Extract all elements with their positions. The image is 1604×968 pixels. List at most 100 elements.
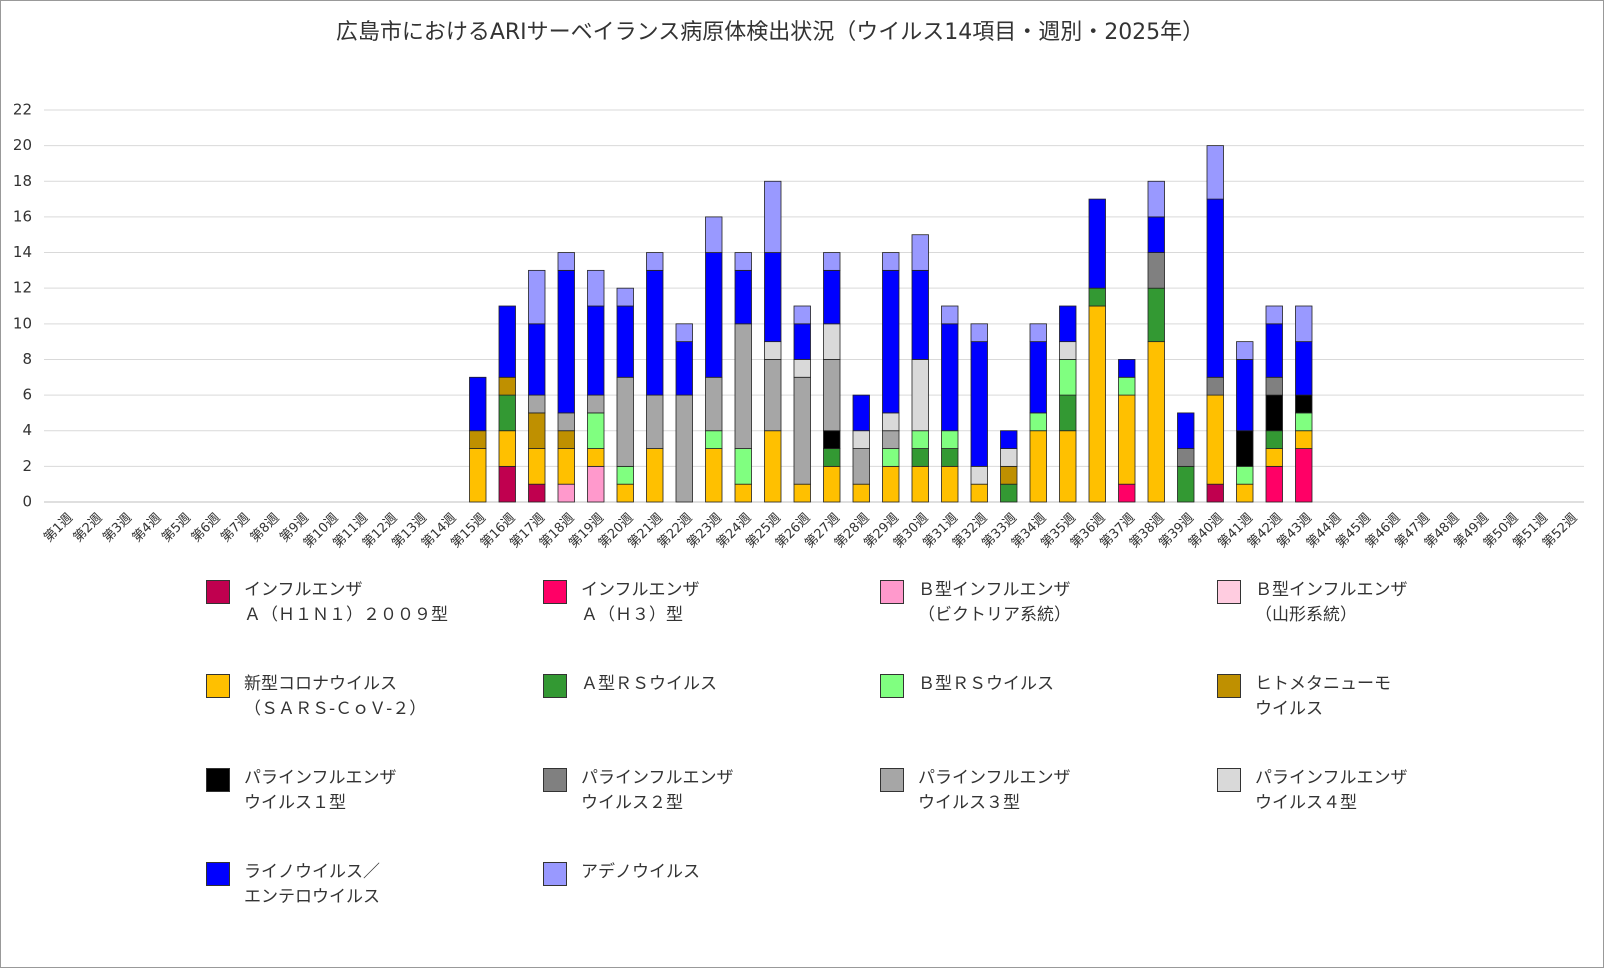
bar-segment	[557, 269, 575, 414]
bar-segment	[498, 376, 516, 396]
legend-swatch	[206, 768, 230, 792]
legend-swatch	[543, 862, 567, 886]
bar-segment	[823, 269, 841, 325]
bar-segment	[616, 376, 634, 467]
bar-segment	[469, 376, 487, 432]
bar-segment	[1029, 430, 1047, 503]
bar-segment	[793, 305, 811, 325]
bar-segment	[1147, 341, 1165, 503]
bar-segment	[587, 394, 605, 414]
bar-segment	[882, 252, 900, 271]
bar-segment	[1295, 430, 1313, 449]
bar-segment	[1206, 376, 1224, 396]
bar-segment	[1118, 359, 1136, 378]
grid: 0 2 4 6 8 10 12 14 16 18 20 22	[13, 101, 1584, 511]
y-tick-label: 22	[13, 101, 32, 119]
bar-segment	[587, 305, 605, 396]
legend-swatch	[543, 580, 567, 604]
bar-segment	[1295, 448, 1313, 503]
bar-segment	[1236, 430, 1254, 467]
bar-segment	[646, 269, 664, 396]
bar-segment	[941, 465, 959, 503]
bar-segment	[498, 305, 516, 378]
bar-segment	[1236, 341, 1254, 360]
legend-label: パラインフルエンザ ウイルス１型	[244, 768, 397, 813]
bar-segment	[528, 448, 546, 485]
bar-segment	[705, 430, 723, 449]
bar-segment	[823, 430, 841, 449]
bar-segment	[882, 269, 900, 414]
bar-segment	[1295, 394, 1313, 414]
bar-segment	[1118, 483, 1136, 503]
bar-segment	[1000, 448, 1018, 467]
legend-label: インフルエンザ Ａ（Ｈ３）型	[581, 580, 700, 625]
bar-segment	[528, 394, 546, 414]
legend-label: ライノウイルス／ エンテロウイルス	[244, 862, 380, 907]
bar-segment	[705, 448, 723, 503]
bar-segment	[1177, 448, 1195, 467]
bar-segment	[587, 448, 605, 467]
bar-segment	[1000, 465, 1018, 485]
bar-segment	[1088, 287, 1106, 307]
bar-segment	[734, 252, 752, 271]
bar-segment	[911, 359, 929, 432]
bar-segment	[941, 430, 959, 449]
bar-segment	[557, 448, 575, 485]
bar-segment	[1029, 323, 1047, 343]
bar-segment	[852, 430, 870, 449]
y-tick-label: 0	[22, 493, 32, 511]
y-tick-label: 14	[13, 243, 32, 261]
bar-segment	[705, 376, 723, 432]
legend-item: Ｂ型ＲＳウイルス	[880, 672, 1217, 766]
bar-segment	[1295, 305, 1313, 343]
legend-label: Ａ型ＲＳウイルス	[581, 674, 717, 694]
bar-segment	[675, 341, 693, 396]
bar-segment	[557, 430, 575, 449]
bar-segment	[911, 269, 929, 360]
bar-segment	[970, 341, 988, 467]
legend-swatch	[543, 768, 567, 792]
bar-segment	[1206, 483, 1224, 503]
legend-swatch	[1217, 580, 1241, 604]
legend-swatch	[880, 674, 904, 698]
bar-segment	[823, 323, 841, 360]
bar-segment	[1059, 430, 1077, 503]
y-tick-label: 16	[13, 207, 32, 225]
bar-segment	[1236, 483, 1254, 503]
bar-segment	[1088, 305, 1106, 503]
bar-segment	[764, 180, 782, 253]
legend-swatch	[206, 862, 230, 886]
bar-segment	[1147, 252, 1165, 289]
bar-segment	[1059, 305, 1077, 343]
bar-segment	[882, 448, 900, 467]
bar-segment	[941, 448, 959, 467]
bar-segment	[1147, 287, 1165, 343]
chart-title: 広島市におけるARIサーベイランス病原体検出状況（ウイルス14項目・週別・202…	[336, 20, 1204, 45]
legend-swatch	[206, 674, 230, 698]
legend-item: アデノウイルス	[543, 860, 880, 954]
y-tick-label: 6	[22, 386, 32, 404]
legend-item: ヒトメタニューモ ウイルス	[1217, 672, 1554, 766]
bar-segment	[1265, 430, 1283, 449]
bar-segment	[1059, 341, 1077, 360]
y-tick-label: 18	[13, 172, 32, 190]
bar-segment	[734, 269, 752, 325]
legend-label: Ｂ型インフルエンザ （ビクトリア系統）	[918, 580, 1071, 625]
legend-item: Ｂ型インフルエンザ （ビクトリア系統）	[880, 578, 1217, 672]
legend-item: パラインフルエンザ ウイルス２型	[543, 766, 880, 860]
bar-segment	[528, 269, 546, 325]
bar-segment	[705, 252, 723, 378]
bar-segment	[852, 394, 870, 432]
bar-segment	[1177, 412, 1195, 449]
bar-segment	[528, 323, 546, 396]
bar-segment	[911, 465, 929, 503]
bar-segment	[1295, 412, 1313, 432]
legend-item: インフルエンザ Ａ（Ｈ１Ｎ１）２００９型	[206, 578, 543, 672]
y-tick-label: 2	[22, 457, 32, 475]
bar-segment	[734, 448, 752, 485]
bar-segment	[1000, 430, 1018, 449]
bar-segment	[882, 430, 900, 449]
legend-label: パラインフルエンザ ウイルス３型	[918, 768, 1071, 813]
bar-segment	[1118, 394, 1136, 485]
